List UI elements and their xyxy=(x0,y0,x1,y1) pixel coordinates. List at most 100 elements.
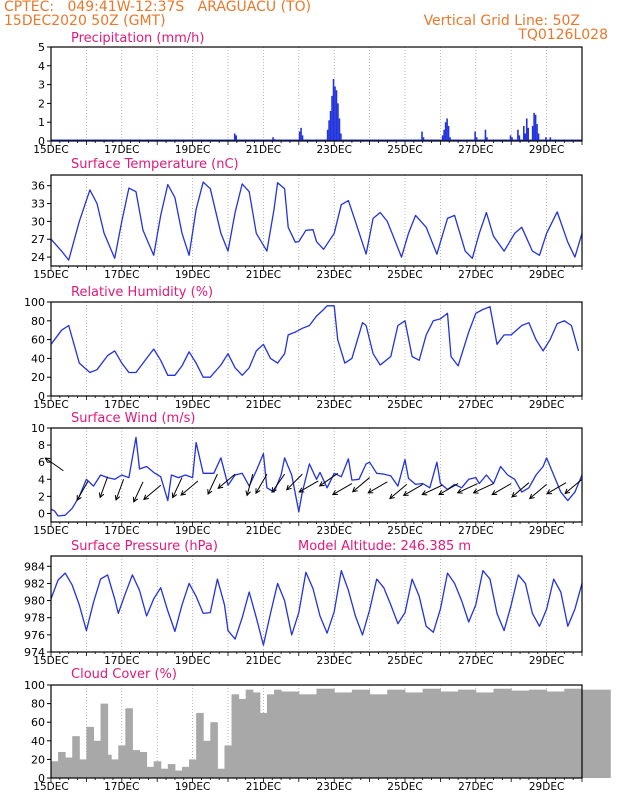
cloud-bar xyxy=(93,740,102,778)
panel-1-ytick-label: 3 xyxy=(38,79,45,92)
panel-3-ytick-label: 100 xyxy=(24,296,45,309)
cloud-bar xyxy=(160,768,169,778)
panel-3-xtick-label: 15DEC xyxy=(33,399,68,411)
panel-4-ytick-label: 8 xyxy=(38,439,45,452)
cloud-bar xyxy=(274,689,282,778)
cloud-bar xyxy=(153,761,162,778)
cloud-bar xyxy=(146,766,155,778)
wind-arrow xyxy=(332,483,353,495)
wind-arrow xyxy=(511,482,530,498)
panel-3-xtick-label: 19DEC xyxy=(175,399,210,411)
panel-1-xtick-label: 17DEC xyxy=(104,144,139,156)
wind-arrow-head xyxy=(114,494,121,501)
wind-arrow xyxy=(546,482,567,495)
wind-arrow-head xyxy=(180,490,187,496)
cloud-bar xyxy=(125,708,133,778)
panel-1-xtick-label: 25DEC xyxy=(387,144,422,156)
precip-bar xyxy=(545,137,547,141)
panel-4-xtick-label: 29DEC xyxy=(529,525,564,537)
wind-arrow-head xyxy=(286,484,292,491)
precip-bar xyxy=(272,137,274,141)
cloud-bar xyxy=(51,761,59,778)
panel-6-xtick-label: 29DEC xyxy=(529,781,564,793)
panel-5-title: Surface Pressure (hPa) xyxy=(71,539,218,554)
panel-5-xtick-label: 15DEC xyxy=(33,655,68,667)
panel-4-frame xyxy=(50,427,583,523)
panel-1-xtick-label: 15DEC xyxy=(33,144,68,156)
cloud-bar xyxy=(298,694,317,778)
cloud-bar xyxy=(181,766,190,778)
panel-5-xtick-label: 17DEC xyxy=(104,655,139,667)
precip-bar xyxy=(444,122,447,141)
panel-4-ytick-label: 0 xyxy=(38,507,45,520)
cloud-bar xyxy=(118,745,126,778)
precip-bar xyxy=(524,133,527,141)
header-code: TQ0126L028 xyxy=(518,27,608,43)
panel-5-ytick-label: 976 xyxy=(24,629,45,642)
wind-arrow-head xyxy=(318,481,325,487)
panel-3-xtick-label: 23DEC xyxy=(316,399,351,411)
panel-6-xtick-label: 21DEC xyxy=(246,781,281,793)
wind-arrow xyxy=(172,477,183,498)
wind-arrow-head xyxy=(421,490,428,496)
panel-5-ytick-label: 980 xyxy=(24,595,45,608)
cloud-bar xyxy=(139,751,148,778)
panel-2-xtick-label: 21DEC xyxy=(246,269,281,281)
panel-6-ytick-label: 40 xyxy=(31,735,45,748)
wind-arrow xyxy=(298,480,319,493)
wind-arrow-head xyxy=(528,493,535,500)
wind-arrow xyxy=(529,484,547,499)
cloud-bar xyxy=(334,692,353,778)
wind-arrow xyxy=(133,481,144,502)
precip-bar xyxy=(298,131,301,141)
wind-arrow-head xyxy=(245,490,251,497)
cloud-bar xyxy=(582,689,611,778)
precip-bar xyxy=(449,137,451,141)
cloud-bar xyxy=(405,692,424,778)
panel-5-xtick-label: 29DEC xyxy=(529,655,564,667)
cloud-bar xyxy=(238,698,247,778)
precip-bar xyxy=(517,129,519,141)
wind-arrow xyxy=(255,473,268,494)
panel-2-ytick-label: 30 xyxy=(31,215,45,228)
wind-arrow-head xyxy=(438,490,445,496)
cloud-bar xyxy=(107,754,112,778)
wind-arrow xyxy=(207,473,218,495)
wind-arrow-head xyxy=(564,488,571,495)
cloud-bar xyxy=(422,688,441,778)
panel-4-ytick-label: 10 xyxy=(31,422,45,435)
cloud-bar xyxy=(203,740,211,778)
panel-2-xtick-label: 27DEC xyxy=(458,269,493,281)
wind-arrow xyxy=(115,479,125,501)
cloud-bar xyxy=(528,689,548,778)
panel-3-title: Relative Humidity (%) xyxy=(71,285,213,300)
precip-bar xyxy=(533,112,535,141)
panel-1-ytick-label: 0 xyxy=(38,135,45,148)
wind-arrow-head xyxy=(207,489,213,496)
panel-2-xtick-label: 15DEC xyxy=(33,269,68,281)
panel-5-ytick-label: 974 xyxy=(24,646,45,659)
panel-4-xtick-label: 15DEC xyxy=(33,525,68,537)
panel-4-xtick-label: 23DEC xyxy=(316,525,351,537)
wind-arrow-head xyxy=(271,487,277,494)
panel-4-series-line xyxy=(50,436,583,517)
cloud-bar xyxy=(86,726,94,778)
precip-bar xyxy=(486,137,488,141)
wind-arrow-head xyxy=(491,490,498,496)
cloud-bar xyxy=(511,690,530,778)
precip-bar xyxy=(235,135,237,141)
panel-2-title: Surface Temperature (nC) xyxy=(71,157,239,172)
cloud-bar xyxy=(58,751,66,778)
panel-2-xtick-label: 23DEC xyxy=(316,269,351,281)
panel-1-ytick-label: 1 xyxy=(38,116,45,129)
precip-bar xyxy=(484,129,487,141)
precip-bar xyxy=(332,78,335,141)
panel-5-ytick-label: 984 xyxy=(24,560,45,573)
wind-arrow-head xyxy=(98,492,105,499)
wind-arrow xyxy=(422,484,443,496)
panel-5-xtick-label: 23DEC xyxy=(316,655,351,667)
panel-6-ytick-label: 0 xyxy=(38,772,45,785)
precip-bar xyxy=(300,127,302,141)
cloud-bar xyxy=(72,736,80,778)
